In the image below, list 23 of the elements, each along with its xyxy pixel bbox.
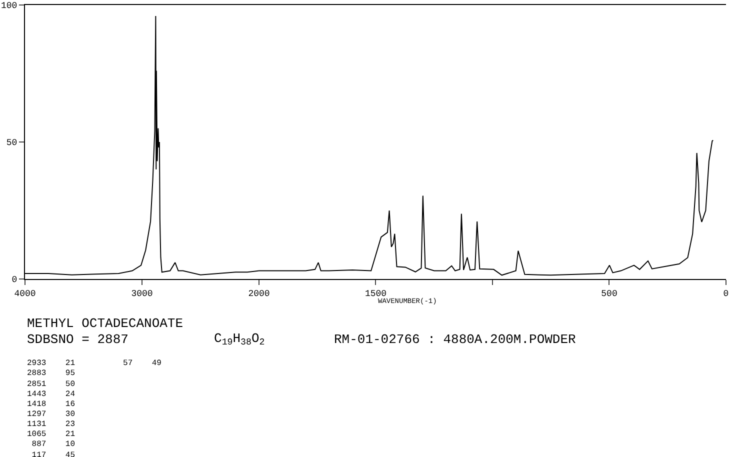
x-tick-label: 3000 [131, 288, 153, 299]
text: 2933 21 57 49 [27, 359, 162, 368]
text: 1297 30 [27, 410, 76, 419]
x-tick-label: 1500 [364, 288, 387, 299]
text: 117 45 [27, 451, 76, 457]
text: SDBSNO = 2887 [27, 332, 128, 347]
text: 887 10 [27, 440, 76, 449]
text: 2883 95 [27, 369, 76, 378]
text: RM-01-02766 : 4880A.200M.POWDER [334, 332, 576, 347]
text: 1418 16 [27, 400, 76, 409]
text: 1065 21 [27, 430, 76, 439]
x-tick-label: 500 [601, 288, 618, 299]
text: 1131 23 [27, 420, 76, 429]
y-tick-label: 0 [12, 275, 18, 286]
y-tick-label: 100 [0, 1, 18, 12]
text: METHYL OCTADECANOATE [27, 316, 184, 331]
x-tick-label: 4000 [14, 288, 36, 299]
text: 1443 24 [27, 390, 76, 399]
text: 2851 50 [27, 380, 76, 389]
x-tick-label: 2000 [248, 288, 270, 299]
x-tick-label: 0 [723, 288, 729, 299]
y-tick-label: 50 [6, 138, 18, 148]
text: C$_{19}$H$_{38}$O$_{2}$ [214, 331, 265, 348]
